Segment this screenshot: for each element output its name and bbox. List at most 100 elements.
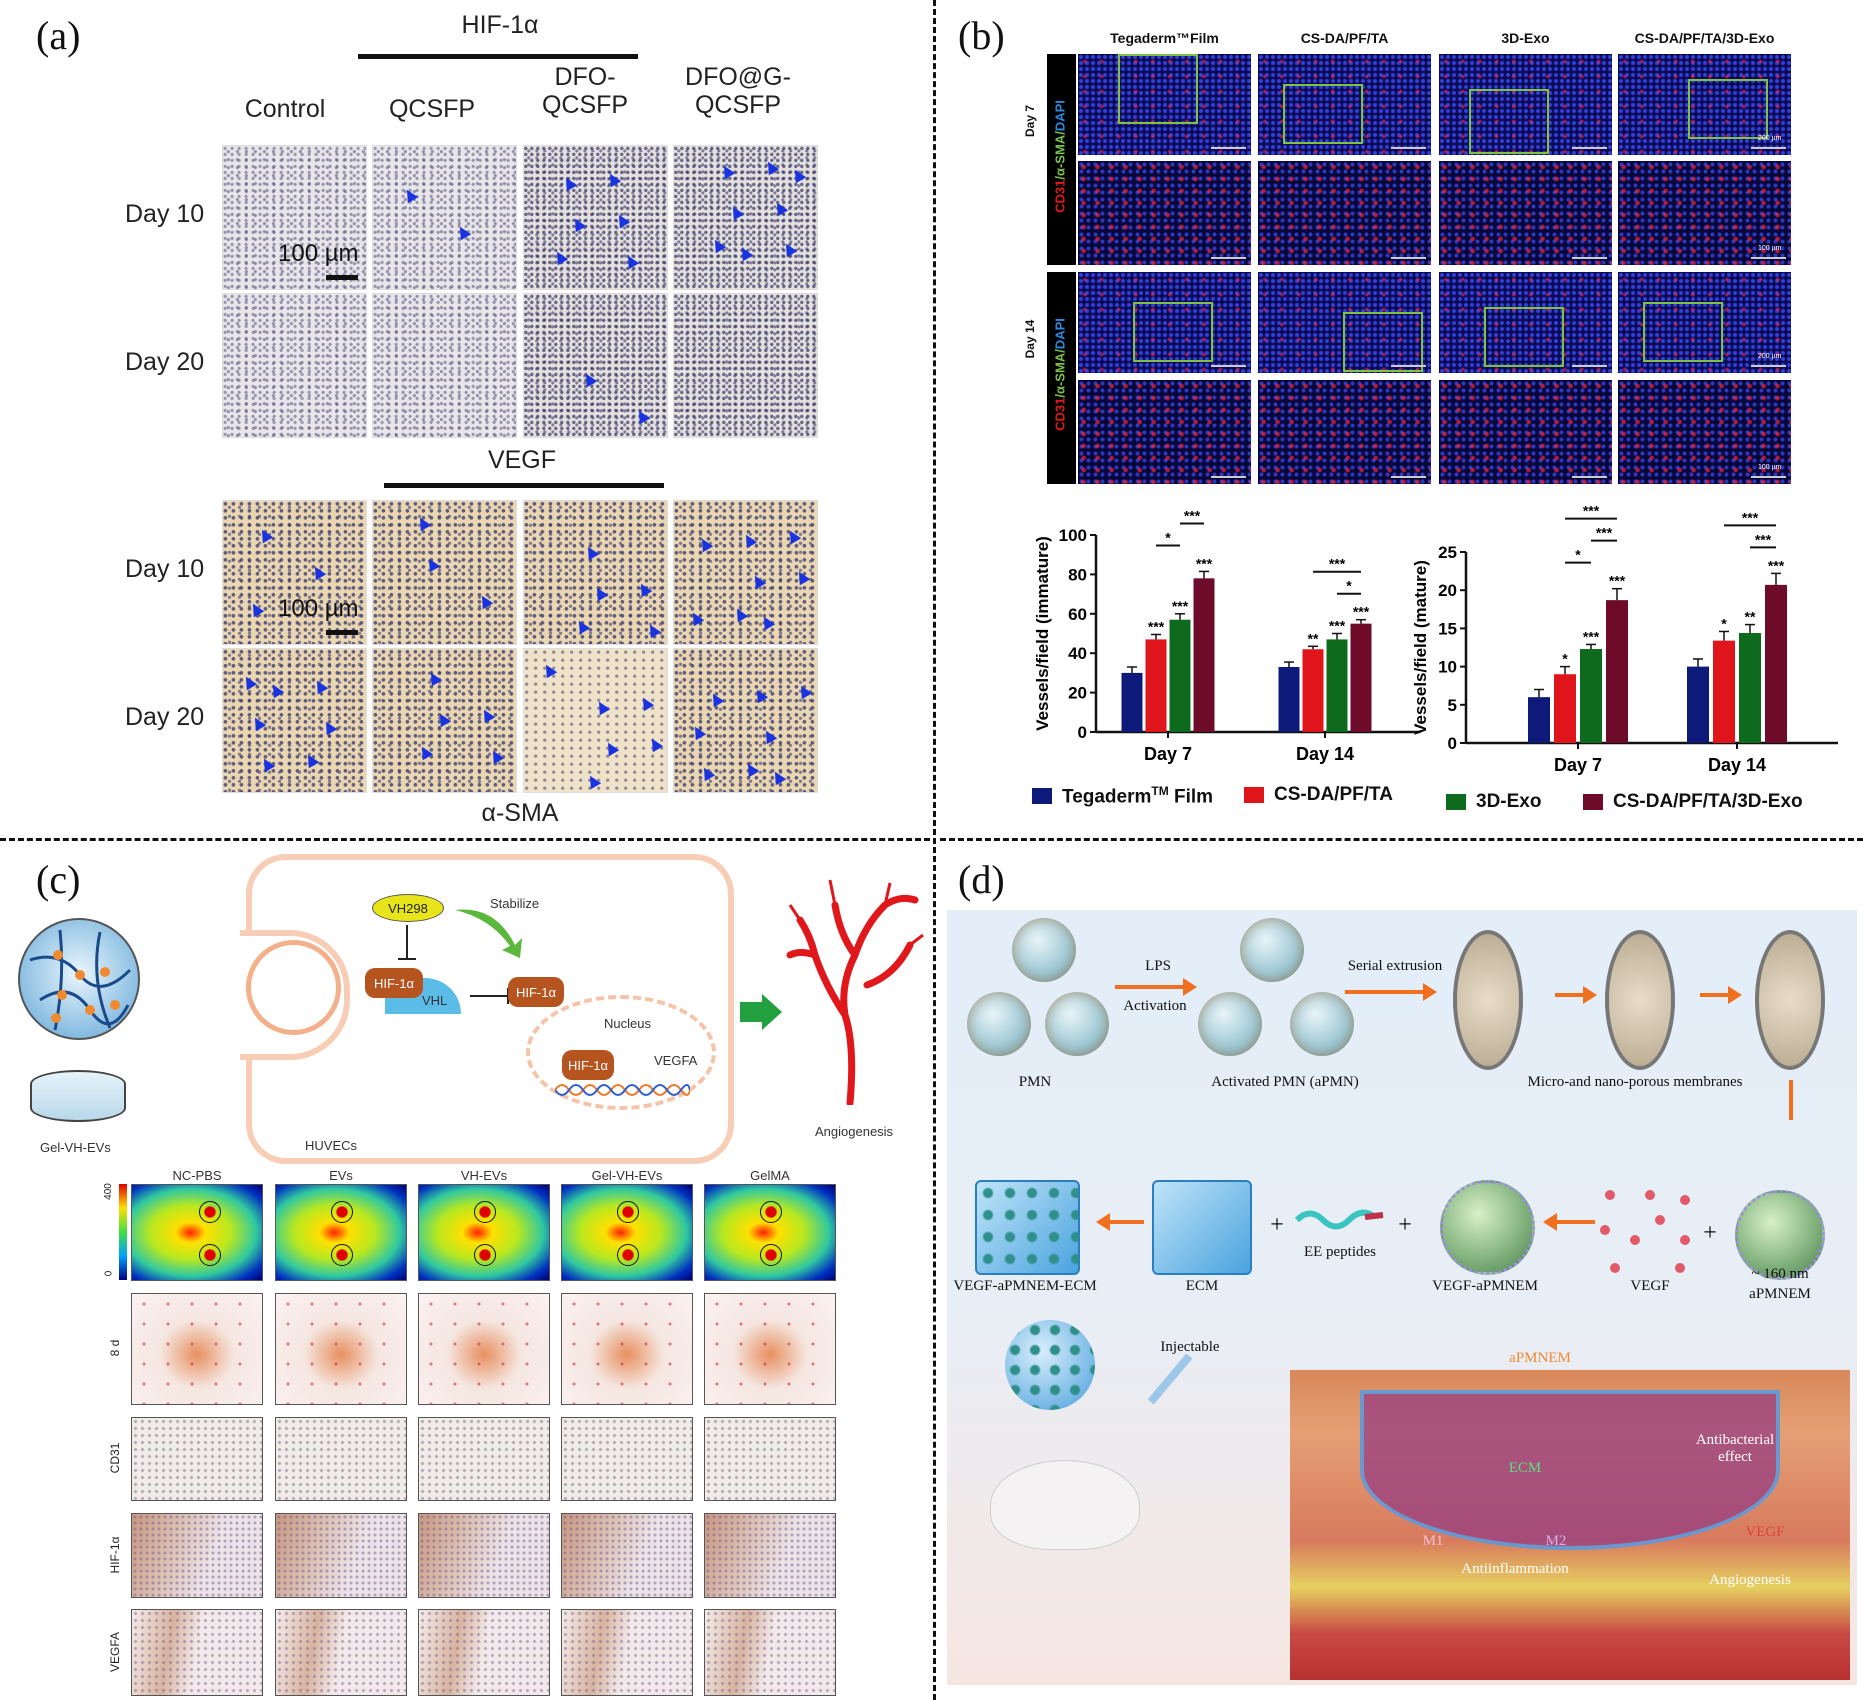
- inhibit-arrow: [470, 995, 508, 997]
- scale-bar-label: 100 µm: [278, 595, 359, 622]
- apmn-label: Activated PMN (aPMN): [1211, 1074, 1359, 1090]
- hif-bar: [358, 54, 638, 59]
- pmn-cell: [1045, 992, 1109, 1056]
- legend-item-tegaderm: TegadermTM Film: [1032, 784, 1213, 808]
- row-label: VEGFA: [108, 1631, 122, 1672]
- fluorescence-image: [1078, 380, 1251, 484]
- micrograph: [673, 293, 818, 438]
- micrograph: [523, 145, 668, 290]
- right-arrow-icon: [740, 1002, 764, 1022]
- significance-label: **: [1745, 609, 1756, 625]
- pmn-cell: [1012, 918, 1076, 982]
- stain-label: CD31/α-SMA/DAPI: [1053, 97, 1068, 217]
- fluorescence-image: [1258, 54, 1431, 155]
- membranes-label: Micro-and nano-porous membranes: [1527, 1074, 1743, 1090]
- region-circle: [617, 1243, 639, 1266]
- tissue-image: [704, 1513, 836, 1598]
- plus-sign: +: [1703, 1220, 1717, 1246]
- y-tick-label: 80: [1068, 565, 1087, 584]
- dna-helix-icon: [555, 1084, 690, 1096]
- bar: [1580, 649, 1602, 743]
- injectable-label: Injectable: [1160, 1339, 1220, 1355]
- label-strip: [1047, 54, 1076, 265]
- scale-bar: [326, 275, 358, 280]
- scale-bar: [1572, 257, 1607, 259]
- hif-protein-bound: HIF-1α: [365, 968, 423, 998]
- micrograph: [673, 648, 818, 793]
- y-axis-label: Vessels/field (mature): [1411, 560, 1430, 735]
- stain-part: /α-SMA/: [1052, 349, 1068, 398]
- y-axis-label: Vessels/field (immature): [1033, 536, 1052, 731]
- significance-label: ***: [1596, 525, 1613, 541]
- column-header: QCSFP: [388, 95, 476, 123]
- panel-d-label: (d): [958, 857, 1005, 902]
- antiinflammation-label: Antiinflammation: [1461, 1561, 1569, 1577]
- blood-vessel-tree-icon: [786, 879, 924, 1105]
- scale-bar-label: 200 µm: [1758, 353, 1782, 360]
- region-circle: [331, 1201, 353, 1224]
- vh298-molecule: VH298: [372, 894, 444, 922]
- label-strip: [1047, 272, 1076, 484]
- micrograph: [372, 145, 517, 290]
- day-label: Day 14: [1023, 319, 1037, 359]
- y-tick-label: 0: [1078, 723, 1087, 742]
- scale-bar: [1211, 365, 1246, 367]
- bar: [1278, 666, 1300, 732]
- fluorescence-image: [1078, 161, 1251, 265]
- divider-vertical: [933, 0, 936, 1700]
- scale-bar: [1211, 476, 1246, 478]
- y-tick-label: 25: [1438, 543, 1457, 562]
- zoom-region-box: [1484, 307, 1564, 367]
- ecm-label: ECM: [1185, 1278, 1219, 1294]
- significance-label: *: [1165, 529, 1171, 545]
- hif-protein-free: HIF-1α: [508, 977, 564, 1007]
- significance-label: *: [1721, 615, 1727, 631]
- y-tick-label: 10: [1438, 658, 1457, 677]
- stain-part: CD31: [1052, 179, 1068, 213]
- y-tick-label: 5: [1448, 696, 1457, 715]
- m1-label: M1: [1422, 1533, 1444, 1549]
- micrograph: [372, 500, 517, 645]
- fluorescence-image: [1439, 161, 1612, 265]
- plus-sign: +: [1270, 1212, 1284, 1238]
- vhl-label: VHL: [422, 993, 448, 1008]
- apmn-cell: [1290, 992, 1354, 1056]
- micrograph: [523, 293, 668, 438]
- tissue-image: [275, 1513, 407, 1598]
- micrograph: [673, 145, 818, 290]
- scale-bar-label: 100 µm: [1758, 245, 1782, 252]
- y-tick-label: 20: [1438, 581, 1457, 600]
- column-header: Tegaderm™Film: [1110, 30, 1219, 46]
- scale-bar-label: 100 µm: [1758, 464, 1782, 471]
- mouse-illustration: [990, 1460, 1140, 1550]
- tissue-image: [561, 1513, 693, 1598]
- down-arrow-icon: [1789, 1080, 1793, 1120]
- tissue-image: [418, 1293, 550, 1405]
- significance-label: ***: [1755, 531, 1772, 547]
- hydrogel-network-icon: [29, 929, 132, 1031]
- arrow-icon: [1700, 986, 1742, 1004]
- fluorescence-image: [275, 1184, 407, 1281]
- left-arrow-icon: [1543, 1213, 1595, 1231]
- pmn-cell: [967, 992, 1031, 1056]
- significance-label: ***: [1172, 598, 1189, 614]
- significance-label: *: [1346, 578, 1352, 594]
- divider-horizontal-left: [0, 838, 930, 841]
- region-circle: [760, 1243, 782, 1266]
- tissue-image: [704, 1417, 836, 1501]
- huvecs-label: HUVECs: [305, 1138, 358, 1153]
- day-label: Day 7: [1023, 104, 1037, 138]
- zoom-region-box: [1643, 302, 1723, 362]
- vegf-apmnem-ecm-label: VEGF-aPMNEM-ECM: [953, 1278, 1097, 1294]
- tissue-image: [561, 1417, 693, 1501]
- region-circle: [474, 1243, 496, 1266]
- significance-label: ***: [1148, 618, 1165, 634]
- tissue-image: [418, 1609, 550, 1696]
- bar: [1606, 600, 1628, 743]
- x-tick-label: Day 14: [1296, 744, 1354, 764]
- chart-immature-vessels: 0 20 40 60 80 100 Vessels/field (immature) Day …: [1033, 507, 1420, 764]
- legend-swatch: [1032, 788, 1052, 805]
- ecm-wound-label: ECM: [1508, 1460, 1542, 1476]
- region-circle: [474, 1201, 496, 1224]
